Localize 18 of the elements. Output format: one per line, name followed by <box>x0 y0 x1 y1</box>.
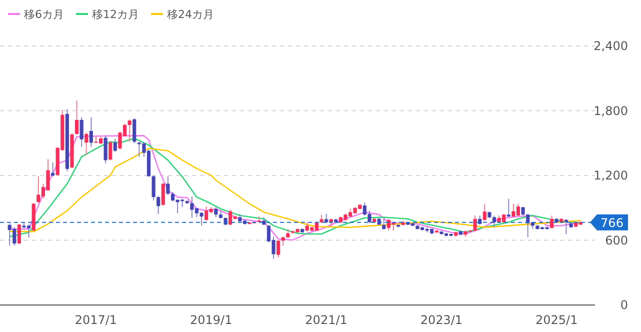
legend-label: 移24カ月 <box>167 8 214 21</box>
x-tick-label: 2017/1 <box>74 313 118 327</box>
x-tick-label: 2025/1 <box>536 313 578 327</box>
legend-item: 移24カ月 <box>151 8 214 21</box>
ref-tag: 766 <box>590 214 628 230</box>
x-tick-label: 2021/1 <box>305 313 348 327</box>
legend-label: 移12カ月 <box>92 8 139 21</box>
x-tick-label: 2019/1 <box>190 313 232 327</box>
y-tick-label: 2,400 <box>594 39 628 53</box>
y-tick-label: 1,200 <box>594 168 628 182</box>
legend-item: 移12カ月 <box>76 8 139 21</box>
legend-label: 移6カ月 <box>24 8 64 21</box>
y-tick-label: 600 <box>605 233 628 248</box>
y-tick-label: 0 <box>620 298 628 312</box>
legend-item: 移6カ月 <box>8 8 64 21</box>
ref-line-label: 766 <box>600 216 624 230</box>
x-tick-label: 2023/1 <box>420 313 463 327</box>
y-tick-label: 1,800 <box>594 104 628 118</box>
